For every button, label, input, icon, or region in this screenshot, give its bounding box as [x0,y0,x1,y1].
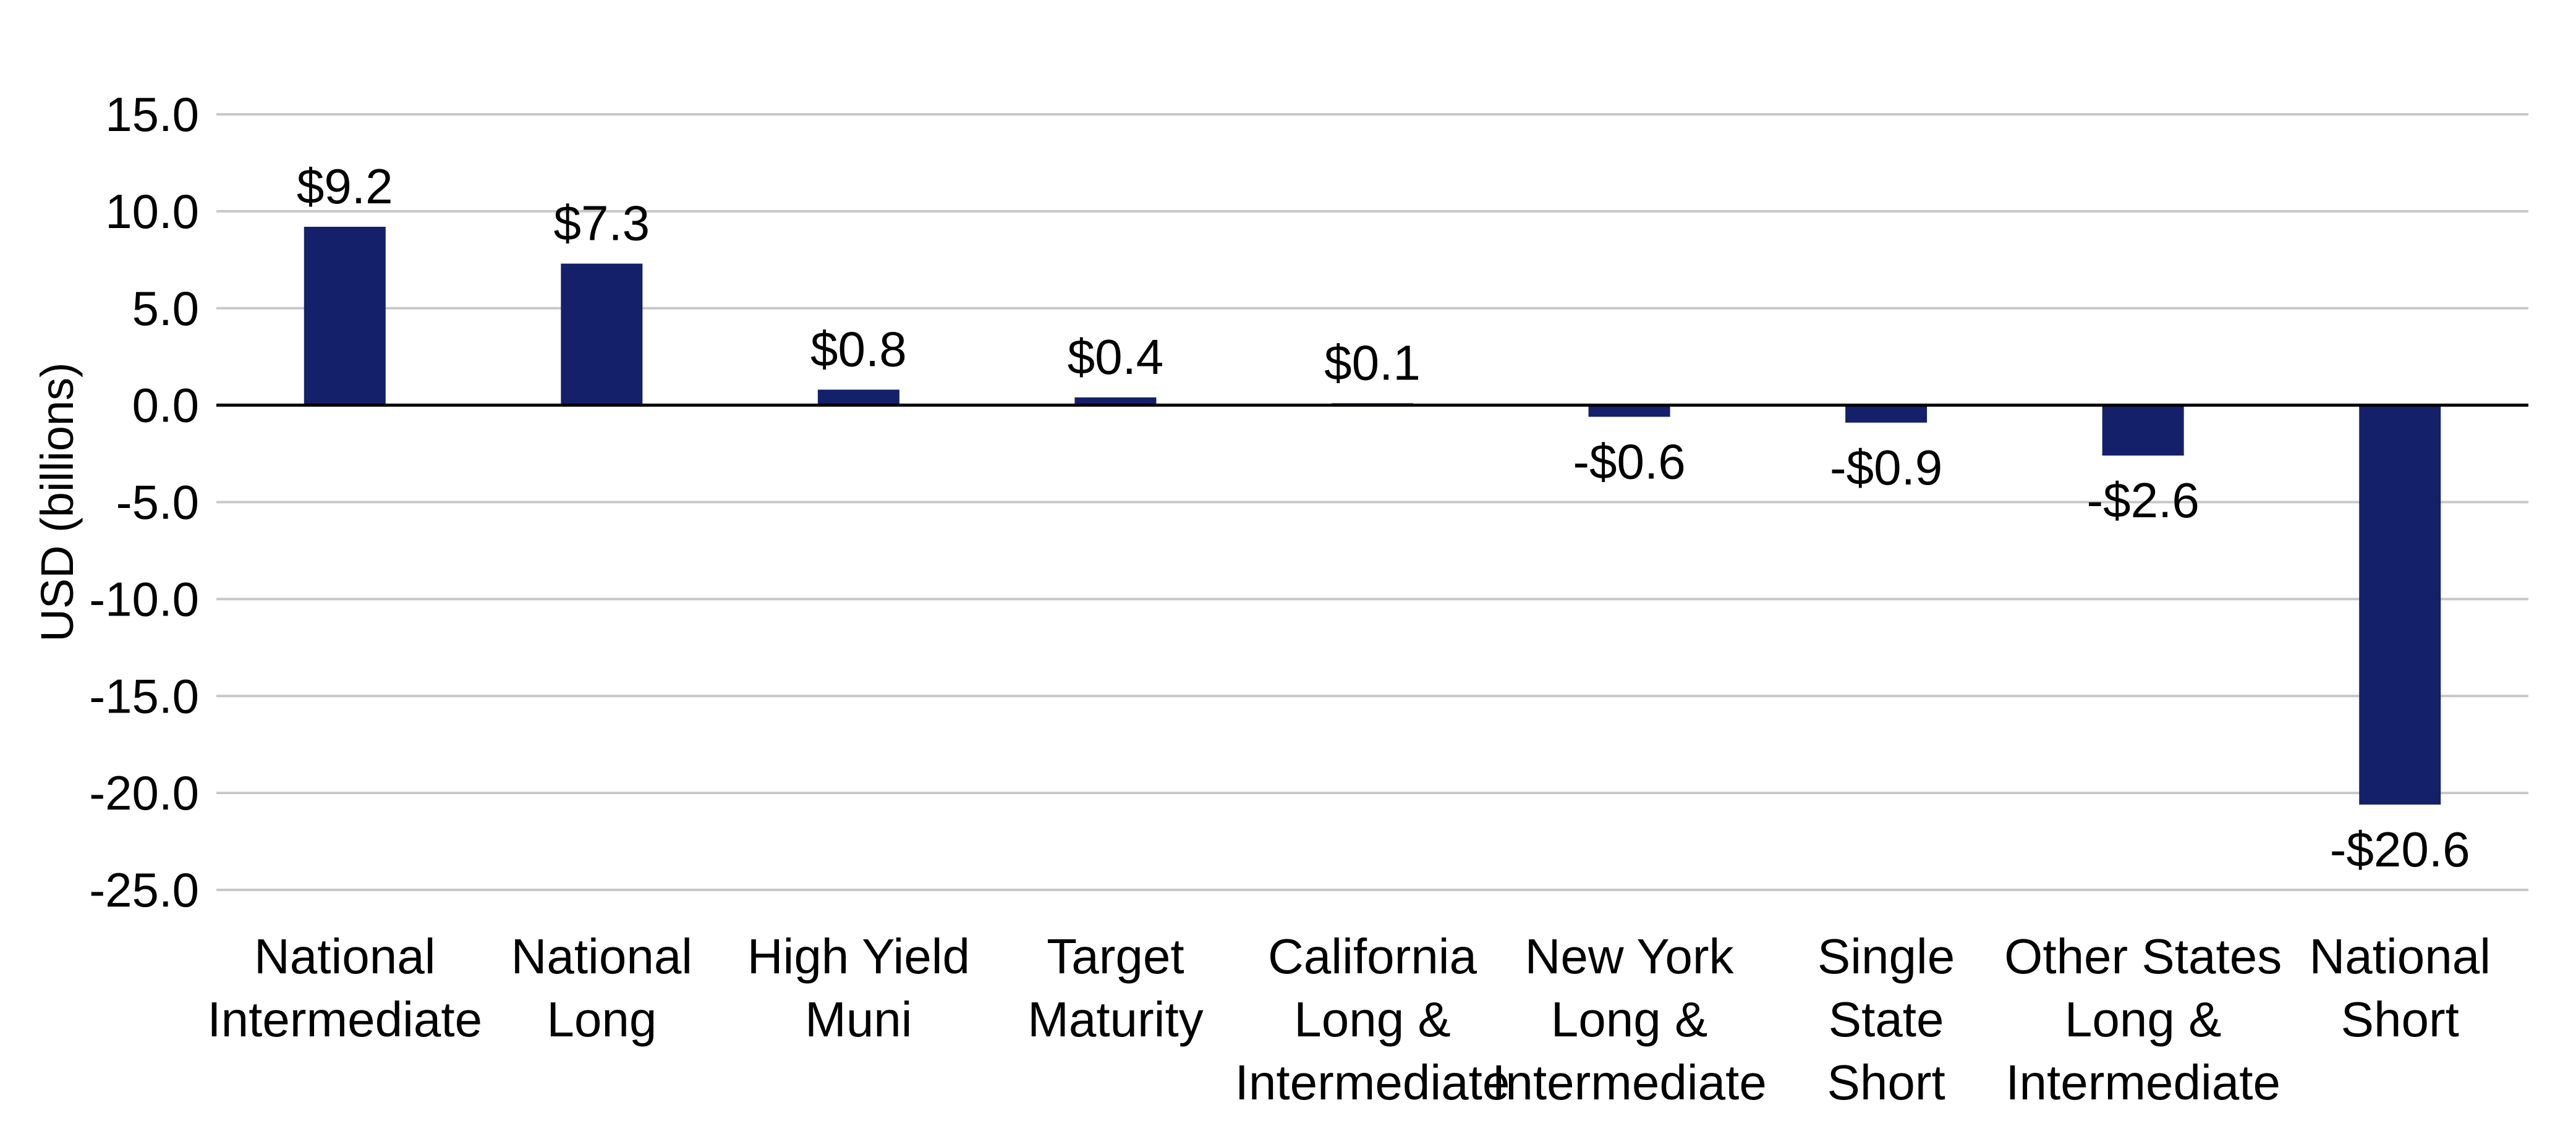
data-label: $7.3 [553,196,650,251]
data-label: $0.1 [1324,335,1421,390]
bar [2359,405,2441,805]
x-category-label: New York Long & Intermediate [1492,929,1767,1110]
x-category-label: National Short [2309,929,2491,1047]
bar [304,226,386,405]
bar-layer [304,226,2441,805]
x-category-label: National Long [511,929,693,1047]
x-category-label: High Yield Muni [747,929,970,1047]
bar [817,389,899,405]
y-tick-label: 15.0 [105,87,199,142]
x-category-label: Single State Short [1817,929,1955,1110]
data-label: -$2.6 [2086,473,2199,528]
x-category-label: Other States Long & Intermediate [2004,929,2282,1110]
x-category-label: Target Maturity [1027,929,1204,1047]
data-label: $0.8 [810,322,907,377]
data-label: $0.4 [1068,329,1164,384]
y-tick-label: 10.0 [105,184,199,239]
y-tick-label: 0.0 [132,378,199,433]
y-tick-label: 5.0 [132,281,199,336]
data-label: $9.2 [297,159,393,214]
y-tick-label: -25.0 [89,863,199,917]
label-layer: $9.2 National Intermediate $7.3 National Long… [207,159,2491,1110]
bar [2102,405,2184,456]
axis-layer: 15.0 10.0 5.0 0.0 -5.0 -10.0 -15.0 -20.0 -25.0 [89,87,2528,917]
y-tick-label: -15.0 [89,669,199,723]
bar [1074,397,1157,405]
bar [561,263,643,405]
y-axis-title: USD (billions) [32,362,83,641]
y-tick-label: -20.0 [89,766,199,820]
data-label: -$0.9 [1830,440,1942,495]
bar [1845,405,1928,423]
y-tick-label: -10.0 [89,572,199,626]
y-tick-label: -5.0 [116,475,199,530]
data-label: -$20.6 [2330,822,2470,877]
bar [1588,405,1670,417]
x-category-label: National Intermediate [207,929,482,1047]
data-label: -$0.6 [1573,434,1685,489]
x-category-label: California Long & Intermediate [1235,929,1510,1110]
